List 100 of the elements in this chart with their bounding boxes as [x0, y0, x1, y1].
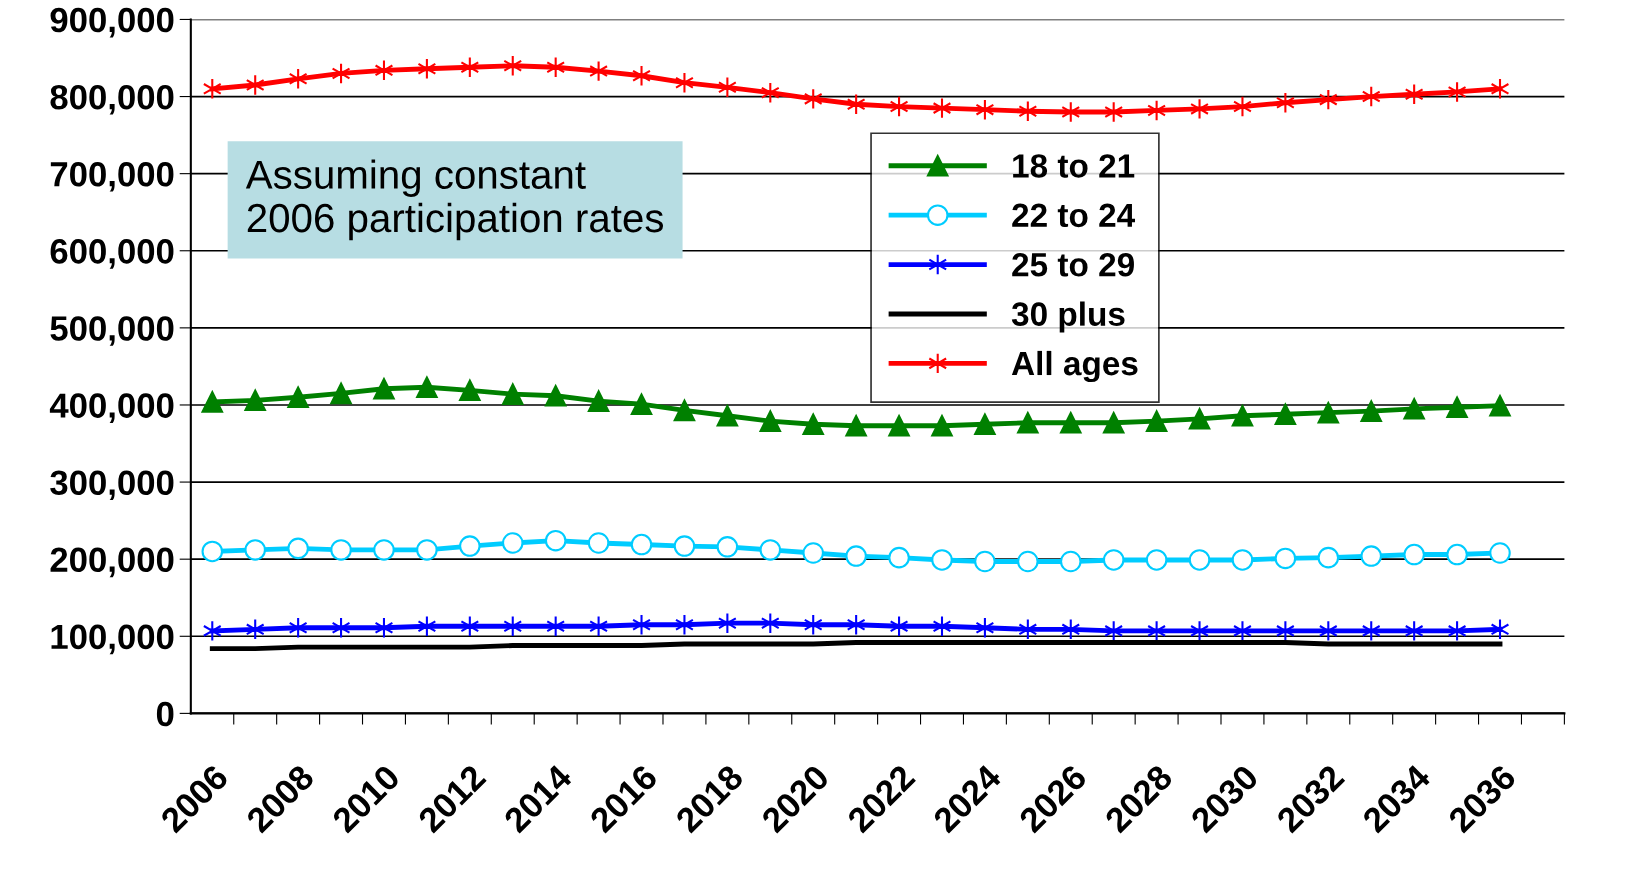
point	[759, 539, 782, 561]
y-tick-label: 800,000	[50, 84, 174, 115]
point	[760, 81, 780, 104]
point	[1360, 400, 1382, 422]
point	[1231, 405, 1254, 427]
point	[931, 549, 953, 571]
point	[1060, 550, 1082, 573]
y-tick-label: 0	[156, 701, 174, 727]
point	[1489, 394, 1511, 417]
point	[287, 537, 309, 560]
point	[1188, 408, 1211, 430]
point	[802, 413, 824, 436]
legend-label: 25 to 29	[1012, 252, 1134, 277]
point	[1102, 411, 1125, 434]
point	[202, 620, 222, 642]
y-tick-label: 700,000	[50, 161, 174, 192]
point	[544, 529, 567, 552]
point	[1489, 542, 1511, 564]
point	[1233, 95, 1252, 118]
point	[1403, 543, 1425, 566]
point	[1317, 546, 1340, 569]
point	[245, 74, 265, 96]
point	[330, 382, 352, 405]
point	[331, 617, 351, 639]
point	[288, 68, 308, 90]
point	[459, 535, 481, 557]
point	[287, 386, 309, 409]
line-series	[209, 640, 1503, 652]
point	[632, 64, 651, 87]
point	[244, 539, 266, 561]
point	[760, 612, 780, 634]
point	[716, 405, 739, 427]
point	[1403, 398, 1425, 420]
point	[888, 546, 910, 569]
point	[544, 384, 567, 407]
annotation: Assuming constant 2006 participation rates	[245, 159, 664, 241]
point	[244, 389, 266, 412]
point	[1447, 81, 1467, 103]
point	[1018, 100, 1038, 122]
point	[373, 378, 395, 400]
point	[1361, 620, 1381, 642]
point	[759, 410, 782, 432]
point	[330, 539, 352, 561]
point	[589, 60, 609, 82]
point	[974, 413, 996, 436]
point	[288, 617, 308, 639]
point	[1188, 549, 1211, 571]
point	[587, 532, 610, 554]
y-tick-label: 100,000	[51, 624, 174, 655]
point	[201, 540, 224, 563]
point	[501, 532, 524, 554]
legend-label: 22 to 24	[1012, 203, 1136, 228]
point	[374, 617, 394, 639]
point	[1274, 403, 1297, 425]
point	[1145, 410, 1168, 432]
point	[1190, 620, 1209, 642]
point	[1318, 620, 1338, 642]
point	[716, 536, 739, 558]
point	[1102, 549, 1125, 571]
point	[932, 97, 952, 119]
y-tick-label: 400,000	[49, 393, 174, 423]
point	[845, 545, 867, 567]
point	[803, 88, 823, 110]
point	[1190, 98, 1209, 120]
point	[501, 383, 524, 405]
y-tick-label: 500,000	[50, 316, 174, 346]
point	[931, 415, 953, 437]
point	[587, 390, 610, 412]
point	[459, 379, 481, 402]
point	[1317, 401, 1340, 424]
point	[1017, 411, 1039, 434]
point	[373, 539, 395, 561]
y-tick-label: 900,000	[50, 7, 174, 38]
legend-label: 30 plus	[1011, 301, 1125, 333]
point	[632, 613, 651, 636]
y-tick-label: 300,000	[50, 470, 174, 501]
y-tick-label: 600,000	[50, 239, 174, 269]
point	[1145, 549, 1168, 571]
point	[1017, 550, 1039, 573]
point	[630, 533, 653, 556]
point	[416, 376, 438, 398]
point	[888, 415, 910, 437]
point	[1447, 620, 1467, 642]
point	[201, 391, 224, 413]
point	[673, 399, 696, 422]
point	[845, 415, 867, 437]
point	[975, 617, 995, 639]
point	[630, 393, 653, 415]
point	[1446, 543, 1468, 566]
point	[1060, 411, 1082, 434]
point	[416, 539, 438, 561]
point	[1490, 78, 1510, 100]
point	[1446, 396, 1468, 419]
point	[974, 550, 996, 573]
y-tick-label: 200,000	[50, 547, 174, 578]
legend-label: All ages	[1011, 350, 1138, 383]
point	[1360, 545, 1382, 567]
point	[1233, 620, 1252, 642]
point	[802, 542, 824, 564]
point	[673, 535, 696, 557]
